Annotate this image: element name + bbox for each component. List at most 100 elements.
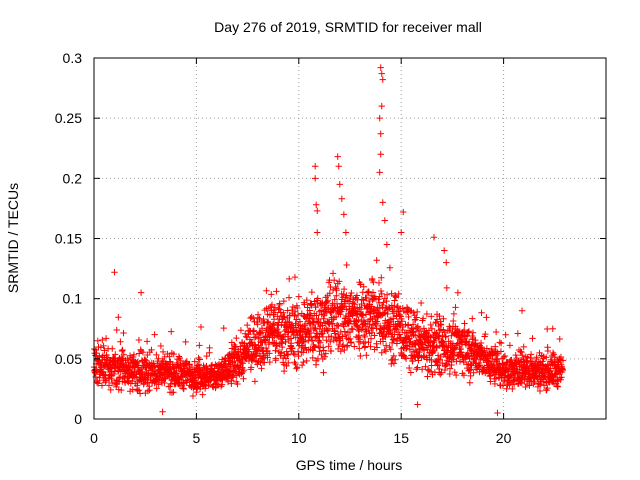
data-point xyxy=(346,328,354,336)
data-point xyxy=(289,344,296,352)
data-point xyxy=(199,391,206,398)
data-point xyxy=(436,356,444,364)
data-point xyxy=(312,303,319,311)
data-point xyxy=(410,329,417,336)
data-point xyxy=(279,343,286,351)
data-point xyxy=(466,379,474,386)
data-point xyxy=(533,354,540,361)
data-point xyxy=(519,352,526,359)
data-point xyxy=(457,345,465,353)
data-point xyxy=(285,359,292,367)
data-point xyxy=(351,343,358,350)
data-point xyxy=(364,304,372,312)
data-point xyxy=(107,386,114,394)
data-point xyxy=(436,365,443,373)
data-point xyxy=(115,314,122,321)
data-point xyxy=(450,317,457,325)
y-tick-label: 0.15 xyxy=(55,231,82,247)
data-point xyxy=(182,338,189,346)
data-point xyxy=(517,348,524,355)
data-point xyxy=(377,151,384,158)
data-point xyxy=(299,349,307,356)
data-point xyxy=(518,348,525,356)
data-point xyxy=(357,352,364,360)
data-point xyxy=(496,339,503,346)
data-point xyxy=(280,314,287,321)
data-point xyxy=(549,349,557,357)
data-point xyxy=(120,351,127,358)
data-point xyxy=(446,370,453,378)
data-point xyxy=(428,313,435,320)
data-point xyxy=(428,356,435,364)
data-point xyxy=(330,277,338,284)
data-point xyxy=(299,329,307,336)
data-point xyxy=(155,355,162,362)
data-point xyxy=(419,315,427,322)
data-point xyxy=(189,392,197,400)
data-point xyxy=(327,338,334,345)
data-point xyxy=(323,337,330,344)
data-point xyxy=(444,349,452,356)
data-point xyxy=(360,283,367,290)
data-point xyxy=(298,361,306,369)
data-point xyxy=(320,369,327,376)
data-point xyxy=(379,199,386,206)
data-point xyxy=(443,284,450,292)
data-point xyxy=(292,360,299,368)
data-point xyxy=(254,361,261,368)
y-tick-label: 0.25 xyxy=(55,110,82,126)
data-point xyxy=(494,409,501,417)
data-point xyxy=(379,76,386,83)
data-point xyxy=(98,382,106,389)
data-point xyxy=(380,299,387,306)
data-point xyxy=(543,325,551,333)
data-point xyxy=(118,347,126,355)
data-point xyxy=(551,371,558,379)
data-point xyxy=(153,351,160,359)
data-point xyxy=(412,332,419,339)
data-point xyxy=(378,274,385,281)
data-point xyxy=(381,346,388,354)
data-point xyxy=(416,326,424,334)
data-point xyxy=(290,349,297,357)
data-point xyxy=(286,275,293,283)
data-point xyxy=(151,331,158,338)
data-point xyxy=(195,354,202,362)
data-point xyxy=(159,408,166,415)
data-point xyxy=(325,343,332,350)
data-point xyxy=(263,287,270,294)
data-point xyxy=(356,304,363,311)
data-point xyxy=(148,346,155,354)
data-point xyxy=(559,357,567,364)
data-point xyxy=(420,353,427,360)
data-point xyxy=(441,329,448,336)
data-point xyxy=(300,338,307,345)
data-point xyxy=(138,368,146,375)
data-point xyxy=(280,297,288,305)
data-point xyxy=(276,306,284,313)
data-point xyxy=(379,303,386,311)
data-point xyxy=(341,300,349,307)
data-point xyxy=(390,336,397,344)
data-point xyxy=(340,285,348,293)
data-point xyxy=(150,360,157,367)
data-point xyxy=(302,344,309,351)
data-point xyxy=(196,342,203,349)
x-tick-label: 20 xyxy=(496,430,512,446)
data-point xyxy=(413,365,420,373)
data-point xyxy=(301,301,308,308)
data-point xyxy=(331,330,339,337)
data-point xyxy=(173,367,180,375)
data-point xyxy=(386,323,393,330)
data-point xyxy=(487,378,494,385)
data-point xyxy=(271,309,279,316)
data-point xyxy=(254,311,262,318)
data-point xyxy=(233,334,240,342)
data-point xyxy=(550,351,557,358)
data-point xyxy=(230,341,238,349)
data-point xyxy=(559,366,566,374)
data-point xyxy=(398,229,405,236)
data-point xyxy=(314,295,321,302)
data-point xyxy=(428,362,435,369)
data-point xyxy=(324,327,331,335)
